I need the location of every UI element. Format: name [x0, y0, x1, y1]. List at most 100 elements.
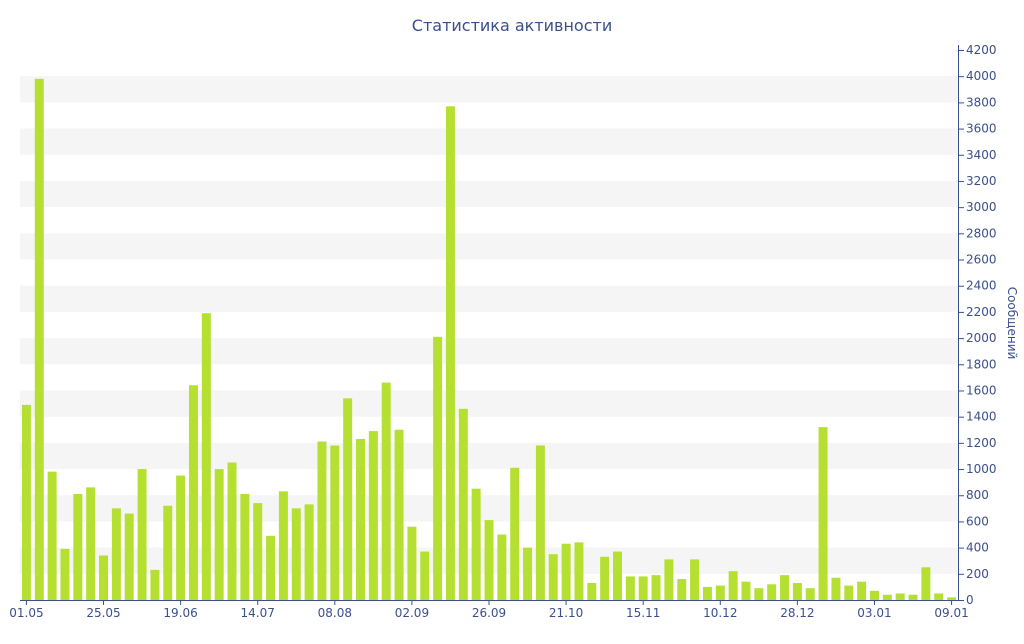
bar [869, 590, 879, 600]
bar [895, 593, 905, 600]
bar [484, 520, 494, 600]
y-tick-label: 3200 [966, 174, 997, 188]
bar [240, 493, 250, 600]
bar [381, 382, 391, 600]
bar [214, 469, 224, 600]
bar [266, 535, 276, 600]
y-tick-label: 3400 [966, 148, 997, 162]
y-tick-label: 1600 [966, 383, 997, 397]
y-tick-label: 1800 [966, 357, 997, 371]
bar [561, 543, 571, 600]
x-tick-label: 01.05 [9, 606, 43, 620]
grid-band [20, 76, 958, 103]
x-tick-label: 21.10 [549, 606, 583, 620]
bar [458, 408, 468, 600]
grid-band [20, 128, 958, 155]
x-tick-label: 09.01 [934, 606, 968, 620]
y-tick-label: 3800 [966, 95, 997, 109]
bar [163, 505, 173, 600]
bar [99, 555, 109, 600]
bar [934, 593, 944, 600]
bar [47, 471, 57, 600]
grid-band [20, 495, 958, 522]
bar [587, 582, 597, 600]
bar [343, 398, 353, 600]
bar [715, 585, 725, 600]
bar [176, 475, 186, 600]
bar [947, 597, 957, 600]
bar [73, 493, 83, 600]
bar [844, 585, 854, 600]
bar [792, 582, 802, 600]
x-tick-label: 25.05 [86, 606, 120, 620]
bar [677, 579, 687, 600]
bar [690, 559, 700, 600]
bar [780, 575, 790, 600]
y-tick-label: 2400 [966, 279, 997, 293]
axes-group: 0 200 400 600 800 1000 1200 1400 1600 1800 2000 220… [9, 43, 996, 620]
y-tick-label: 800 [966, 488, 989, 502]
bar [34, 78, 44, 600]
y-tick-label: 1200 [966, 436, 997, 450]
y-tick-label: 600 [966, 514, 989, 528]
bar [330, 445, 340, 600]
y-tick-label: 2000 [966, 331, 997, 345]
bar [86, 487, 96, 600]
grid-band [20, 233, 958, 260]
bar [317, 441, 327, 600]
bar [908, 594, 918, 600]
y-tick-label: 400 [966, 541, 989, 555]
bar [394, 429, 404, 600]
y-tick-label: 4200 [966, 43, 997, 57]
bar [882, 594, 892, 600]
bar [291, 508, 301, 600]
x-tick-label: 14.07 [241, 606, 275, 620]
bar [523, 547, 533, 600]
y-tick-label: 3600 [966, 122, 997, 136]
bar [445, 106, 455, 600]
bar [150, 569, 160, 600]
y-tick-label: 4000 [966, 69, 997, 83]
bar [574, 542, 584, 600]
y-tick-label: 1400 [966, 410, 997, 424]
y-tick-label: 200 [966, 567, 989, 581]
bar [831, 577, 841, 600]
grid-band [20, 390, 958, 417]
y-tick-label: 2200 [966, 305, 997, 319]
bar [767, 584, 777, 600]
bar [253, 503, 263, 600]
bar [111, 508, 121, 600]
bar [754, 588, 764, 600]
bar [651, 575, 661, 600]
bar [356, 438, 365, 600]
y-tick-label: 1000 [966, 462, 997, 476]
bar [805, 588, 815, 600]
bar [600, 556, 610, 600]
bar [368, 431, 378, 600]
bar [188, 385, 198, 600]
y-tick-label: 2600 [966, 253, 997, 267]
x-tick-label: 15.11 [626, 606, 660, 620]
bar [741, 581, 751, 600]
bar [921, 567, 931, 600]
bar [201, 313, 211, 600]
bar [857, 581, 867, 600]
bar [471, 488, 481, 600]
grid-band [20, 338, 958, 365]
bar [535, 445, 545, 600]
bar [433, 336, 443, 600]
bar [137, 469, 147, 600]
bar [60, 548, 70, 600]
chart-title: Статистика активности [412, 16, 612, 35]
x-tick-label: 10.12 [703, 606, 737, 620]
bar [497, 534, 507, 600]
x-tick-label: 26.09 [472, 606, 506, 620]
y-tick-label: 0 [966, 593, 974, 607]
bar [548, 554, 558, 600]
bar [304, 504, 314, 600]
grid-bands [20, 76, 958, 574]
bar [407, 526, 417, 600]
x-tick-label: 28.12 [780, 606, 814, 620]
x-tick-label: 02.09 [395, 606, 429, 620]
